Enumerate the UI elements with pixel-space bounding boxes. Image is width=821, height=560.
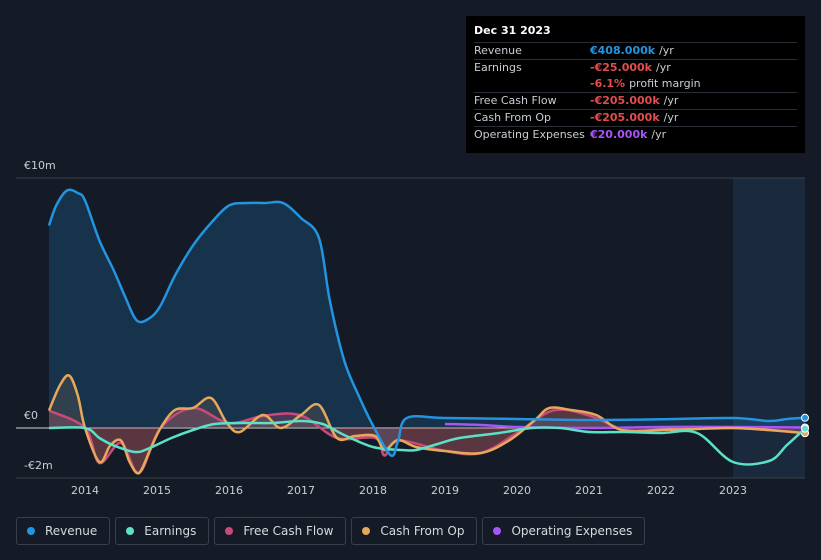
tooltip-row: Earnings -€25.000k/yr [474, 59, 797, 76]
legend-item[interactable]: Cash From Op [351, 517, 478, 545]
x-tick-label: 2015 [143, 484, 171, 497]
tooltip-label: Operating Expenses [474, 128, 585, 141]
x-tick-label: 2023 [719, 484, 747, 497]
x-tick-label: 2019 [431, 484, 459, 497]
tooltip-unit: profit margin [629, 77, 701, 90]
tooltip-value: -€25.000k [590, 61, 652, 74]
series-line [47, 374, 806, 475]
tooltip-row: Cash From Op -€205.000k/yr [474, 109, 797, 126]
tooltip-value: €408.000k [590, 44, 656, 57]
y-tick-label: -€2m [24, 459, 53, 472]
tooltip-row: -6.1% profit margin [474, 76, 797, 92]
series-line [47, 188, 806, 458]
series-area [49, 375, 805, 474]
tooltip-row: Operating Expenses €20.000k/yr [474, 126, 797, 143]
x-tick-label: 2016 [215, 484, 243, 497]
tooltip-label: Revenue [474, 44, 522, 57]
legend: Revenue Earnings Free Cash Flow Cash From O… [16, 517, 646, 545]
y-tick-label: €0 [24, 409, 38, 422]
legend-label: Operating Expenses [511, 524, 633, 538]
y-tick-label: €10m [24, 159, 56, 172]
legend-label: Revenue [45, 524, 98, 538]
legend-swatch [27, 527, 35, 535]
tooltip-unit: /yr [663, 94, 679, 107]
x-tick-label: 2021 [575, 484, 603, 497]
tooltip-row: Free Cash Flow -€205.000k/yr [474, 92, 797, 109]
x-tick-label: 2017 [287, 484, 315, 497]
legend-item[interactable]: Earnings [115, 517, 210, 545]
tooltip-unit: /yr [663, 111, 679, 124]
x-tick-label: 2018 [359, 484, 387, 497]
tooltip-value: -€205.000k [590, 111, 660, 124]
chart: €10m €0 -€2m 2014 2015 2016 2017 2018 2019 2020 20… [16, 159, 809, 497]
legend-label: Earnings [144, 524, 197, 538]
end-point [801, 424, 809, 433]
tooltip-date: Dec 31 2023 [474, 24, 551, 37]
tooltip-label: Free Cash Flow [474, 94, 557, 107]
x-tick-label: 2014 [71, 484, 99, 497]
tooltip-unit: /yr [659, 44, 674, 57]
tooltip: Dec 31 2023 Revenue €408.000k/yr Earnings -€… [466, 16, 805, 153]
series-line [48, 419, 806, 466]
x-tick-label: 2020 [503, 484, 531, 497]
tooltip-row: Revenue €408.000k/yr [474, 42, 797, 59]
tooltip-value: -€205.000k [590, 94, 660, 107]
tooltip-unit: /yr [651, 128, 667, 141]
tooltip-label: Cash From Op [474, 111, 552, 124]
tooltip-value: €20.000k [590, 128, 648, 141]
tooltip-label [474, 76, 590, 92]
legend-label: Free Cash Flow [243, 524, 334, 538]
tooltip-value: -6.1% [590, 77, 626, 90]
end-point [801, 413, 809, 422]
x-tick-label: 2022 [647, 484, 675, 497]
legend-item[interactable]: Free Cash Flow [214, 517, 347, 545]
legend-swatch [225, 527, 234, 535]
series-area [49, 189, 805, 456]
legend-item[interactable]: Operating Expenses [482, 517, 646, 545]
tooltip-label: Earnings [474, 61, 522, 74]
legend-label: Cash From Op [380, 524, 465, 538]
legend-swatch [126, 527, 135, 535]
legend-swatch [362, 527, 371, 535]
legend-item[interactable]: Revenue [16, 517, 111, 545]
legend-swatch [493, 527, 502, 535]
tooltip-unit: /yr [655, 61, 671, 74]
